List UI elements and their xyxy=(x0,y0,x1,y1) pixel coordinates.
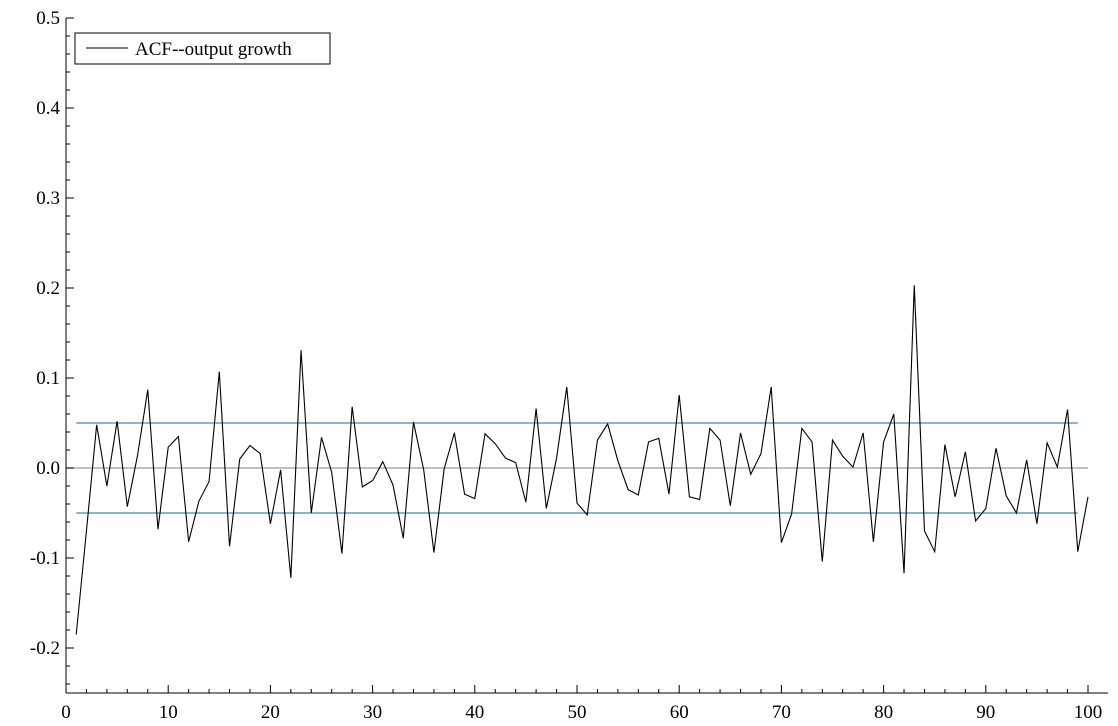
y-tick-label: 0.3 xyxy=(36,188,60,209)
x-tick-label: 60 xyxy=(670,702,689,723)
reference-lines xyxy=(66,422,1088,514)
y-tick-label: 0.5 xyxy=(36,8,60,29)
x-tick-label: 100 xyxy=(1074,702,1103,723)
x-tick-label: 30 xyxy=(363,702,382,723)
y-tick-label: 0.4 xyxy=(36,98,60,119)
y-tick-label: 0.1 xyxy=(36,368,60,389)
y-tick-label: -0.1 xyxy=(30,548,60,569)
y-tick-label: 0.2 xyxy=(36,278,60,299)
legend: ACF--output growth xyxy=(74,32,331,65)
y-tick-label: 0.0 xyxy=(36,458,60,479)
axes: -0.2 -0.1 0.0 0.1 0.2 0.3 0.4 0.5 0 10 20 30 40 50 60 7… xyxy=(30,8,1108,723)
acf-series-line xyxy=(75,285,1089,635)
y-tick-label: -0.2 xyxy=(30,638,60,659)
x-tick-label: 50 xyxy=(568,702,587,723)
series-layer xyxy=(75,285,1089,635)
x-tick-label: 90 xyxy=(976,702,995,723)
x-tick-label: 10 xyxy=(159,702,178,723)
x-tick-label: 70 xyxy=(772,702,791,723)
x-tick-label: 0 xyxy=(61,702,71,723)
x-tick-label: 40 xyxy=(465,702,484,723)
legend-label: ACF--output growth xyxy=(135,39,292,60)
x-tick-label: 20 xyxy=(261,702,280,723)
x-tick-label: 80 xyxy=(874,702,893,723)
